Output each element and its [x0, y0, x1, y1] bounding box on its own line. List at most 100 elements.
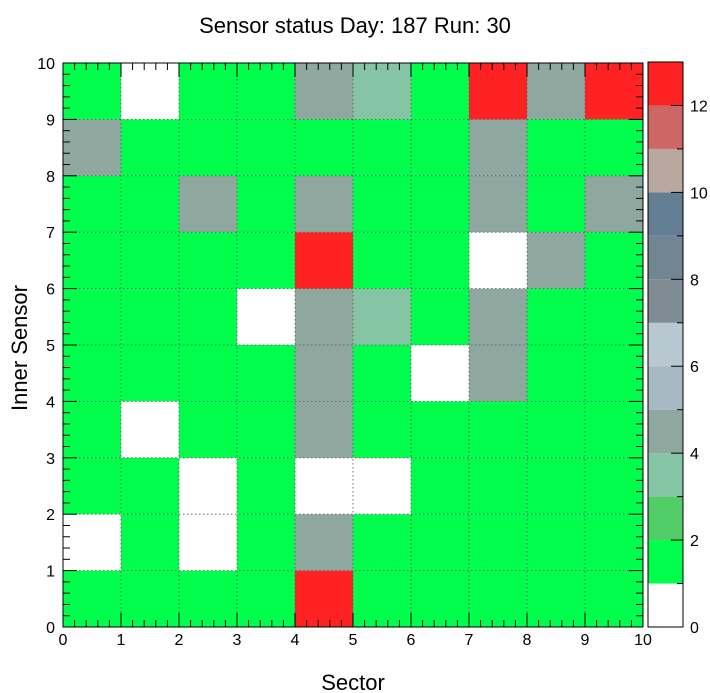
- heatmap-cell: [527, 457, 585, 515]
- y-tick-labels: 0 1 2 3 4 5 6 7 8 9 10: [37, 56, 55, 637]
- heatmap-cell: [237, 345, 295, 402]
- x-tick-label: 1: [117, 632, 126, 649]
- heatmap-cell: [295, 288, 353, 345]
- heatmap-cell: [353, 401, 411, 458]
- x-tick-label: 3: [233, 632, 242, 649]
- x-tick-label: 9: [581, 632, 590, 649]
- color-scale-swatch: [648, 496, 683, 541]
- x-tick-label: 6: [407, 632, 416, 649]
- heatmap-cell: [411, 345, 469, 402]
- heatmap-cell: [469, 514, 527, 571]
- heatmap-cell: [63, 457, 121, 515]
- heatmap-cell: [179, 457, 237, 515]
- heatmap-cell: [469, 63, 527, 120]
- y-tick-label: 9: [46, 112, 55, 129]
- heatmap-cell: [353, 457, 411, 515]
- heatmap-cell: [63, 514, 121, 571]
- color-scale-tick-label: 10: [690, 185, 708, 202]
- heatmap-cell: [237, 457, 295, 515]
- color-scale-swatch: [648, 322, 683, 367]
- color-scale-tick-label: 4: [690, 446, 699, 463]
- heatmap-cell: [585, 232, 643, 289]
- y-tick-label: 7: [46, 225, 55, 242]
- color-scale-tick-label: 12: [690, 98, 708, 115]
- heatmap-cell: [527, 232, 585, 289]
- heatmap-cell: [121, 401, 179, 458]
- heatmap-cell: [121, 288, 179, 345]
- y-tick-label: 6: [46, 282, 55, 299]
- color-scale-tick-label: 6: [690, 359, 699, 376]
- heatmap-cell: [353, 119, 411, 176]
- heatmap-cell: [237, 570, 295, 627]
- heatmap-cell: [527, 401, 585, 458]
- heatmap-cell: [411, 119, 469, 176]
- heatmap-cell: [63, 288, 121, 345]
- color-scale-swatch: [648, 540, 683, 584]
- heatmap-cell: [353, 63, 411, 120]
- heatmap-cell: [411, 570, 469, 627]
- heatmap-cell: [469, 119, 527, 176]
- heatmap-cell: [63, 119, 121, 176]
- heatmap-cell: [585, 514, 643, 571]
- heatmap-cell: [179, 288, 237, 345]
- x-tick-label: 4: [291, 632, 300, 649]
- heatmap-cells: [63, 63, 643, 627]
- heatmap-cell: [353, 570, 411, 627]
- color-scale-swatch: [648, 279, 683, 323]
- x-tick-label: 7: [465, 632, 474, 649]
- heatmap-cell: [121, 119, 179, 176]
- color-scale-frame: [647, 61, 684, 628]
- heatmap-cell: [295, 63, 353, 120]
- heatmap-cell: [469, 288, 527, 345]
- heatmap-cell: [411, 63, 469, 120]
- heatmap-cell: [411, 175, 469, 233]
- heatmap-cell: [527, 288, 585, 345]
- color-scale-swatch: [648, 105, 683, 149]
- heatmap-cell: [121, 570, 179, 627]
- heatmap-cell: [237, 63, 295, 120]
- heatmap-cell: [237, 232, 295, 289]
- heatmap-cell: [469, 232, 527, 289]
- heatmap-cell: [585, 119, 643, 176]
- heatmap-cell: [585, 63, 643, 120]
- y-tick-label: 4: [46, 394, 55, 411]
- heatmap-cell: [179, 63, 237, 120]
- heatmap-cell: [469, 175, 527, 233]
- heatmap-cell: [121, 345, 179, 402]
- x-axis-label: Sector: [321, 670, 385, 693]
- color-scale-swatch: [648, 453, 683, 497]
- y-tick-label: 3: [46, 451, 55, 468]
- color-scale-swatch: [648, 366, 683, 410]
- heatmap-cell: [295, 345, 353, 402]
- heatmap-cell: [585, 401, 643, 458]
- heatmap-cell: [469, 401, 527, 458]
- heatmap-cell: [585, 457, 643, 515]
- color-scale-swatch: [648, 409, 683, 454]
- axis-ticks: [62, 62, 644, 628]
- color-scale-swatch: [648, 192, 683, 236]
- heatmap-cell: [527, 119, 585, 176]
- heatmap-cell: [63, 570, 121, 627]
- x-tick-label: 0: [59, 632, 68, 649]
- heatmap-cell: [295, 175, 353, 233]
- color-scale-swatch: [648, 235, 683, 280]
- heatmap-cell: [63, 232, 121, 289]
- heatmap-cell: [585, 175, 643, 233]
- y-axis-label: Inner Sensor: [7, 285, 32, 411]
- color-scale: [648, 62, 683, 627]
- heatmap-cell: [121, 63, 179, 120]
- color-scale-swatch: [648, 583, 683, 627]
- heatmap-cell: [585, 345, 643, 402]
- heatmap-cell: [237, 119, 295, 176]
- heatmap-cell: [295, 457, 353, 515]
- heatmap-cell: [469, 457, 527, 515]
- color-scale-ticks: 0 2 4 6 8 10 12: [671, 61, 708, 637]
- heatmap-cell: [63, 63, 121, 120]
- heatmap-cell: [63, 175, 121, 233]
- heatmap-cell: [411, 457, 469, 515]
- heatmap-cell: [469, 345, 527, 402]
- heatmap-cell: [353, 288, 411, 345]
- heatmap-cell: [179, 401, 237, 458]
- heatmap-cell: [585, 288, 643, 345]
